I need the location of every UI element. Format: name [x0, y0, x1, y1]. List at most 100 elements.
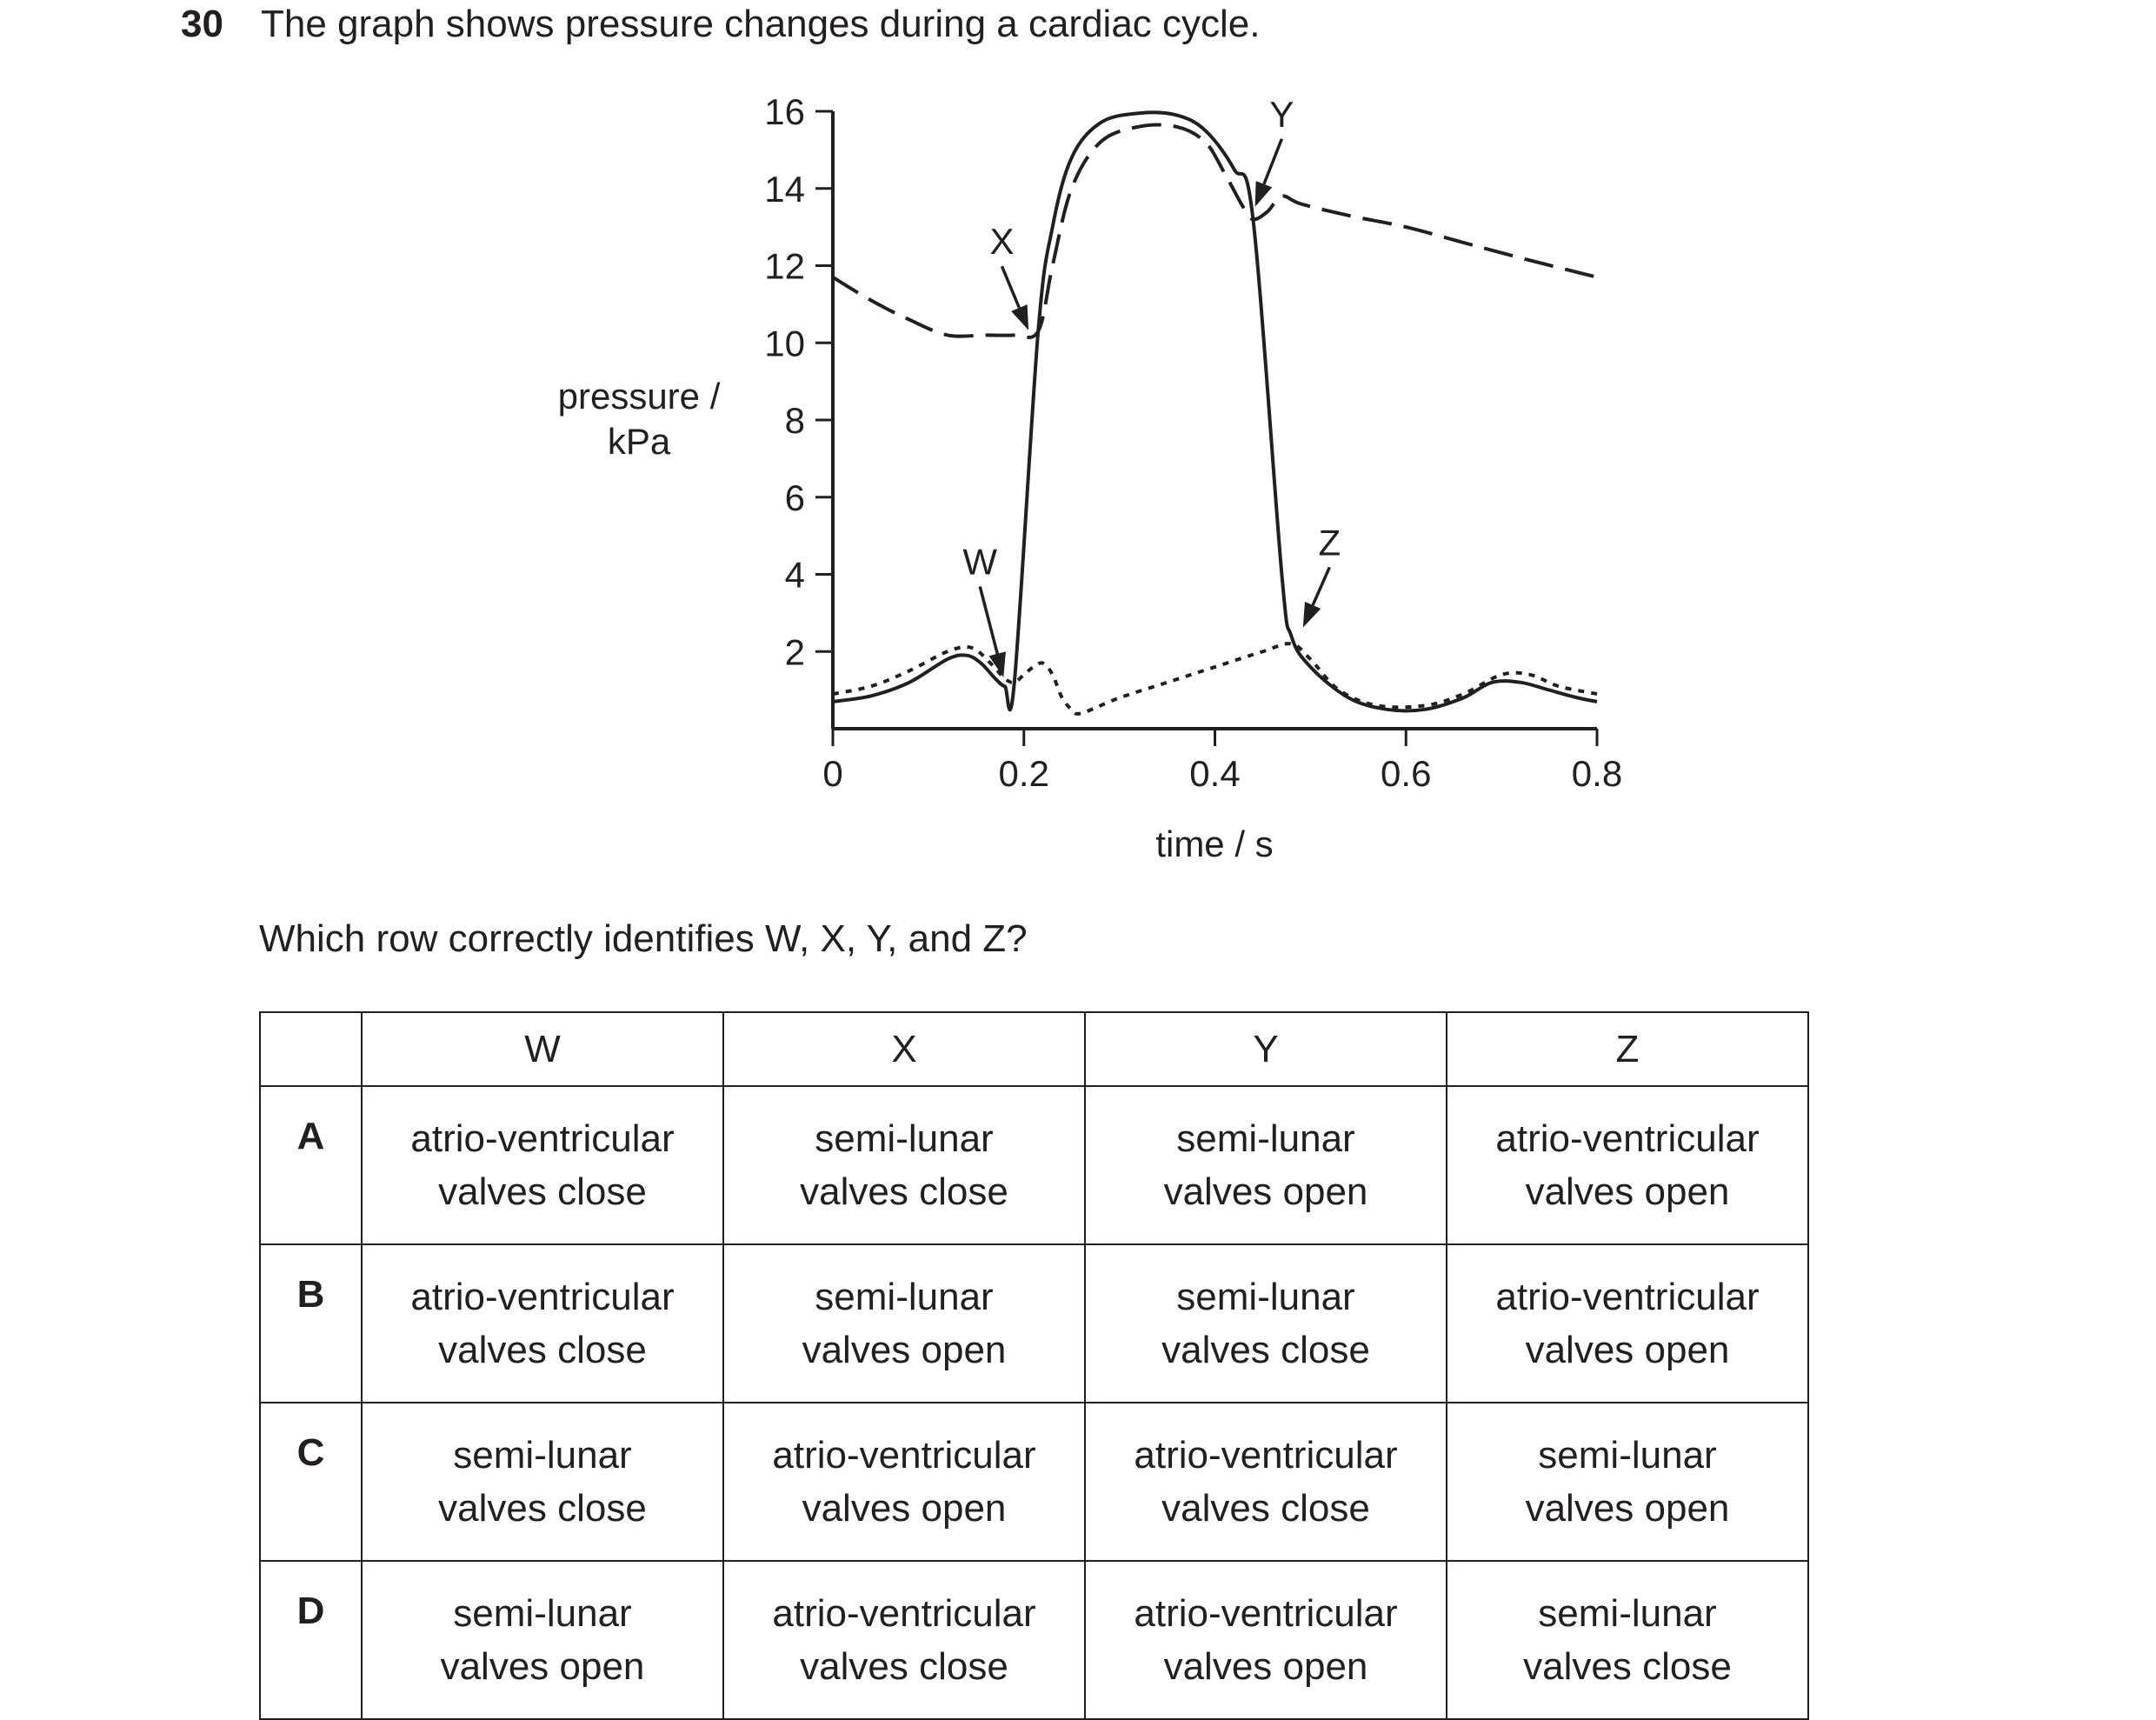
option-row-a[interactable]: A atrio-ventricular valves close semi-lun… — [259, 1085, 1809, 1245]
table-cell: atrio-ventricular valves open — [1446, 1243, 1809, 1403]
annotation-arrow-head — [1302, 601, 1321, 628]
annotation-label-z: Z — [1319, 522, 1341, 563]
solid-pressure-line — [832, 110, 1598, 713]
x-tick-label: 0.4 — [1189, 753, 1240, 794]
header-cell-w: W — [361, 1011, 724, 1087]
cell-line: valves close — [800, 1645, 1008, 1688]
cell-line: valves open — [1525, 1329, 1730, 1371]
cell-line: atrio-ventricular — [772, 1434, 1036, 1477]
cell-line: atrio-ventricular — [1134, 1592, 1398, 1635]
cell-line: valves open — [802, 1329, 1007, 1371]
cell-line: valves close — [438, 1170, 647, 1213]
y-tick-label: 16 — [764, 91, 805, 132]
y-tick-label: 6 — [785, 477, 805, 518]
table-cell: atrio-ventricular valves close — [361, 1243, 724, 1403]
cell-line: atrio-ventricular — [772, 1592, 1036, 1635]
table-header-row: W X Y Z — [259, 1011, 1809, 1087]
option-row-c[interactable]: C semi-lunar valves close atrio-ventricul… — [259, 1402, 1809, 1562]
option-row-b[interactable]: B atrio-ventricular valves close semi-lun… — [259, 1243, 1809, 1403]
y-tick-label: 4 — [785, 555, 805, 596]
cell-line: valves open — [802, 1487, 1007, 1530]
cell-line: valves close — [1161, 1487, 1370, 1530]
y-axis-label-line2: kPa — [608, 421, 671, 462]
cell-line: atrio-ventricular — [410, 1276, 675, 1318]
y-tick-label: 8 — [785, 400, 805, 441]
table-cell: semi-lunar valves close — [1084, 1243, 1447, 1403]
cell-line: valves open — [1163, 1645, 1368, 1688]
cell-line: valves close — [1161, 1329, 1370, 1371]
question-text: The graph shows pressure changes during … — [261, 3, 1261, 45]
row-label: B — [259, 1243, 363, 1403]
series-layer — [831, 110, 1598, 716]
x-tick-label: 0.2 — [999, 753, 1049, 794]
table-cell: atrio-ventricular valves open — [1446, 1085, 1809, 1245]
header-cell-z: Z — [1446, 1011, 1809, 1087]
table-cell: semi-lunar valves close — [361, 1402, 724, 1562]
x-tick-label: 0.6 — [1381, 753, 1431, 794]
cell-line: atrio-ventricular — [1495, 1276, 1760, 1318]
table-cell: semi-lunar valves close — [722, 1085, 1086, 1245]
cell-line: valves open — [1525, 1170, 1730, 1213]
table-cell: atrio-ventricular valves open — [722, 1402, 1086, 1562]
option-row-d[interactable]: D semi-lunar valves open atrio-ventricula… — [259, 1560, 1809, 1720]
question-number: 30 — [181, 3, 223, 45]
dotted-pressure-line — [832, 642, 1598, 716]
annotation-label-w: W — [962, 542, 997, 583]
x-tick-label: 0 — [822, 753, 842, 794]
cell-line: valves close — [438, 1487, 647, 1530]
cell-line: semi-lunar — [815, 1117, 994, 1160]
pressure-graph: 2 4 6 8 10 12 14 16 0 0.2 0.4 0.6 0.8 W X Y Z pressure … — [558, 91, 1623, 864]
cell-line: valves close — [800, 1170, 1008, 1213]
annotation-arrow-shaft — [1262, 138, 1284, 185]
header-cell-y: Y — [1084, 1011, 1447, 1087]
y-tick-label: 10 — [764, 323, 805, 363]
annotation-arrow-shaft — [1311, 566, 1331, 606]
y-tick-label: 12 — [764, 246, 805, 287]
annotation-layer: W X Y Z — [962, 94, 1341, 677]
table-cell: atrio-ventricular valves close — [361, 1085, 724, 1245]
dashed-pressure-line — [831, 123, 1598, 339]
annotation-arrow-shaft — [978, 586, 999, 655]
question-header: 30 The graph shows pressure changes durin… — [181, 0, 1261, 52]
row-label: C — [259, 1402, 363, 1562]
cell-line: valves open — [1163, 1170, 1368, 1213]
annotation-arrow-head — [988, 651, 1006, 677]
header-cell-blank — [259, 1011, 363, 1087]
header-cell-x: X — [722, 1011, 1086, 1087]
table-cell: atrio-ventricular valves open — [1084, 1560, 1447, 1720]
row-label: D — [259, 1560, 363, 1720]
cell-line: semi-lunar — [1176, 1117, 1355, 1160]
x-axis-label: time / s — [1155, 823, 1273, 864]
table-cell: semi-lunar valves open — [361, 1560, 724, 1720]
annotation-arrow-head — [1254, 181, 1273, 207]
cell-line: valves close — [438, 1329, 647, 1371]
cell-line: semi-lunar — [453, 1434, 632, 1477]
cell-line: semi-lunar — [453, 1592, 632, 1635]
cell-line: semi-lunar — [1176, 1276, 1355, 1318]
cell-line: valves close — [1523, 1645, 1732, 1688]
question-prompt: Which row correctly identifies W, X, Y, … — [259, 917, 1028, 960]
table-cell: atrio-ventricular valves close — [1084, 1402, 1447, 1562]
y-tick-label: 2 — [785, 631, 805, 672]
table-cell: semi-lunar valves open — [1084, 1085, 1447, 1245]
cell-line: valves open — [1525, 1487, 1730, 1530]
table-cell: semi-lunar valves open — [722, 1243, 1086, 1403]
x-tick-label: 0.8 — [1572, 753, 1622, 794]
cell-line: atrio-ventricular — [410, 1117, 675, 1160]
table-cell: atrio-ventricular valves close — [722, 1560, 1086, 1720]
table-cell: semi-lunar valves open — [1446, 1402, 1809, 1562]
answer-table: W X Y Z A atrio-ventricular valves close … — [259, 1011, 1809, 1720]
annotation-label-y: Y — [1269, 94, 1294, 135]
y-tick-label: 14 — [764, 169, 805, 210]
annotation-arrow-head — [1011, 304, 1029, 330]
cell-line: semi-lunar — [815, 1276, 994, 1318]
cell-line: valves open — [440, 1645, 645, 1688]
annotation-arrow-shaft — [1000, 265, 1021, 309]
axes: 2 4 6 8 10 12 14 16 0 0.2 0.4 0.6 0.8 — [764, 91, 1622, 794]
cell-line: semi-lunar — [1538, 1592, 1717, 1635]
cell-line: atrio-ventricular — [1495, 1117, 1760, 1160]
annotation-label-x: X — [989, 221, 1014, 262]
cell-line: semi-lunar — [1538, 1434, 1717, 1477]
table-cell: semi-lunar valves close — [1446, 1560, 1809, 1720]
cell-line: atrio-ventricular — [1134, 1434, 1398, 1477]
